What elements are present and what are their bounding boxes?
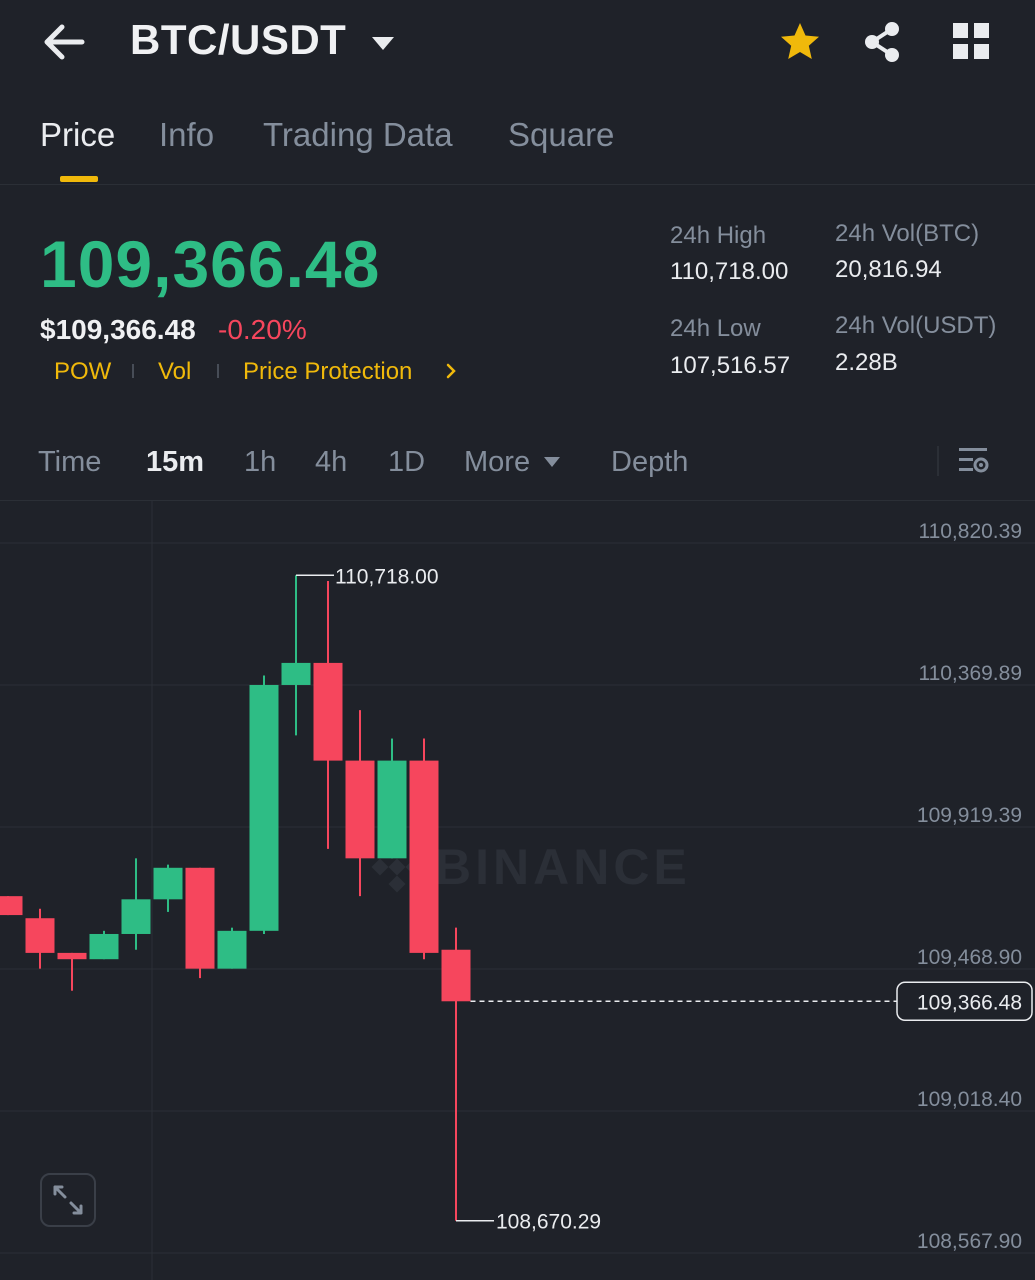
- caret-down-icon[interactable]: [370, 33, 396, 53]
- grid-icon[interactable]: [952, 22, 990, 60]
- price-change-percent: -0.20%: [218, 314, 307, 345]
- fullscreen-button[interactable]: [40, 1173, 96, 1227]
- interval-15m[interactable]: 15m: [146, 446, 205, 478]
- interval-4h[interactable]: 4h: [315, 446, 348, 478]
- tag-separator: [132, 364, 134, 378]
- share-icon[interactable]: [860, 20, 904, 64]
- pair-title[interactable]: BTC/USDT: [130, 16, 347, 63]
- candle-body: [281, 662, 311, 685]
- y-axis-tick-label: 109,919.39: [917, 804, 1022, 827]
- divider: [0, 184, 1035, 185]
- star-icon[interactable]: [778, 20, 822, 64]
- candlestick-chart[interactable]: 110,820.39 110,369.89 109,919.39 109,468.90…: [0, 501, 1035, 1280]
- high-price-label: 110,718.00: [335, 565, 439, 588]
- interval-1d[interactable]: 1D: [388, 446, 426, 478]
- candle-body: [345, 760, 375, 859]
- stat-24h-vol-btc-value: 20,816.94: [835, 256, 942, 283]
- tab-trading-data[interactable]: Trading Data: [263, 116, 453, 153]
- tag-separator: [217, 364, 219, 378]
- interval-1h[interactable]: 1h: [244, 446, 277, 478]
- stat-24h-vol-btc-label: 24h Vol(BTC): [835, 220, 980, 247]
- top-bar: BTC/USDT: [0, 0, 1035, 90]
- candle-body: [0, 896, 23, 916]
- candle-body: [217, 930, 247, 969]
- interval-time[interactable]: Time: [38, 446, 102, 478]
- candle-body: [185, 867, 215, 969]
- tab-square[interactable]: Square: [508, 116, 615, 153]
- y-axis-tick-label: 109,018.40: [917, 1088, 1022, 1111]
- candle-body: [57, 952, 87, 960]
- candle-body: [441, 949, 471, 1002]
- caret-down-icon[interactable]: [543, 456, 561, 468]
- interval-depth[interactable]: Depth: [611, 446, 689, 478]
- candle-body: [249, 684, 279, 931]
- stat-24h-high-label: 24h High: [670, 222, 767, 249]
- low-price-label: 108,670.29: [496, 1211, 601, 1234]
- last-price: 109,366.48: [40, 227, 381, 301]
- usd-price: $109,366.48: [40, 314, 196, 345]
- candle-body: [89, 933, 119, 960]
- active-tab-indicator: [60, 176, 98, 182]
- watermark: BINANCE: [435, 839, 691, 895]
- y-axis-tick-label: 110,820.39: [918, 520, 1022, 543]
- candle-body: [153, 867, 183, 900]
- stat-24h-low-value: 107,516.57: [670, 352, 791, 379]
- y-axis-tick-label: 108,567.90: [917, 1230, 1022, 1253]
- interval-more[interactable]: More: [464, 446, 531, 478]
- y-axis-tick-label: 109,468.90: [917, 946, 1022, 969]
- arrow-left-icon[interactable]: [40, 20, 86, 64]
- tag-vol[interactable]: Vol: [158, 358, 192, 385]
- candle-body: [377, 760, 407, 859]
- tab-info[interactable]: Info: [159, 116, 215, 153]
- last-price-box: [896, 981, 1033, 1022]
- tag-price-protection[interactable]: Price Protection: [243, 358, 413, 385]
- candle-body: [121, 899, 151, 934]
- last-price-label: 109,366.48: [917, 991, 1022, 1014]
- stat-24h-high-value: 110,718.00: [670, 258, 789, 285]
- candle-body: [313, 662, 343, 761]
- stat-24h-vol-usdt-value: 2.28B: [835, 349, 898, 376]
- divider: [0, 500, 1035, 501]
- chart-settings-icon[interactable]: [956, 444, 990, 478]
- stat-24h-vol-usdt-label: 24h Vol(USDT): [835, 312, 997, 339]
- stat-24h-low-label: 24h Low: [670, 315, 761, 342]
- y-axis-tick-label: 110,369.89: [918, 662, 1022, 685]
- chevron-right-icon[interactable]: [443, 362, 459, 380]
- candle-body: [409, 760, 439, 953]
- tag-pow[interactable]: POW: [54, 358, 112, 385]
- divider: [937, 446, 939, 476]
- tab-price[interactable]: Price: [40, 116, 116, 153]
- expand-icon: [53, 1185, 83, 1215]
- candle-body: [25, 918, 55, 953]
